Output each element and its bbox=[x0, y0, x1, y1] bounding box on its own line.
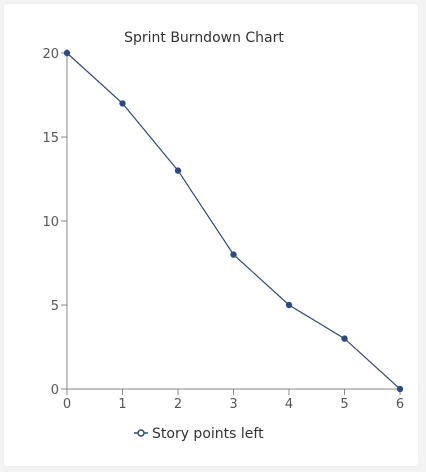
y-tick-label: 10 bbox=[42, 215, 59, 230]
data-point[interactable] bbox=[63, 49, 71, 57]
x-tick-label: 1 bbox=[118, 397, 126, 412]
legend[interactable]: Story points left bbox=[134, 426, 264, 442]
data-point[interactable] bbox=[285, 301, 293, 309]
data-point[interactable] bbox=[396, 385, 404, 393]
y-tick-label: 15 bbox=[42, 131, 59, 146]
y-tick-label: 0 bbox=[51, 383, 59, 398]
data-point[interactable] bbox=[341, 335, 348, 342]
x-axis: 0 1 2 3 4 5 6 bbox=[63, 388, 404, 412]
x-tick-label: 6 bbox=[396, 397, 404, 412]
x-tick-label: 2 bbox=[174, 397, 182, 412]
x-tick-label: 3 bbox=[229, 397, 237, 412]
x-tick-label: 0 bbox=[63, 397, 71, 412]
legend-label: Story points left bbox=[152, 426, 264, 442]
series-line[interactable] bbox=[66, 52, 401, 390]
x-tick-label: 5 bbox=[340, 397, 348, 412]
x-tick-label: 4 bbox=[285, 397, 293, 412]
y-axis: 0 5 10 15 20 bbox=[42, 47, 68, 398]
data-point[interactable] bbox=[174, 167, 182, 174]
legend-marker bbox=[137, 429, 145, 437]
data-point[interactable] bbox=[230, 251, 237, 258]
series-layer[interactable] bbox=[63, 49, 404, 393]
y-tick-label: 5 bbox=[51, 299, 59, 314]
y-tick-label: 20 bbox=[42, 47, 59, 62]
data-point[interactable] bbox=[119, 100, 126, 107]
chart-title: Sprint Burndown Chart bbox=[124, 30, 284, 46]
